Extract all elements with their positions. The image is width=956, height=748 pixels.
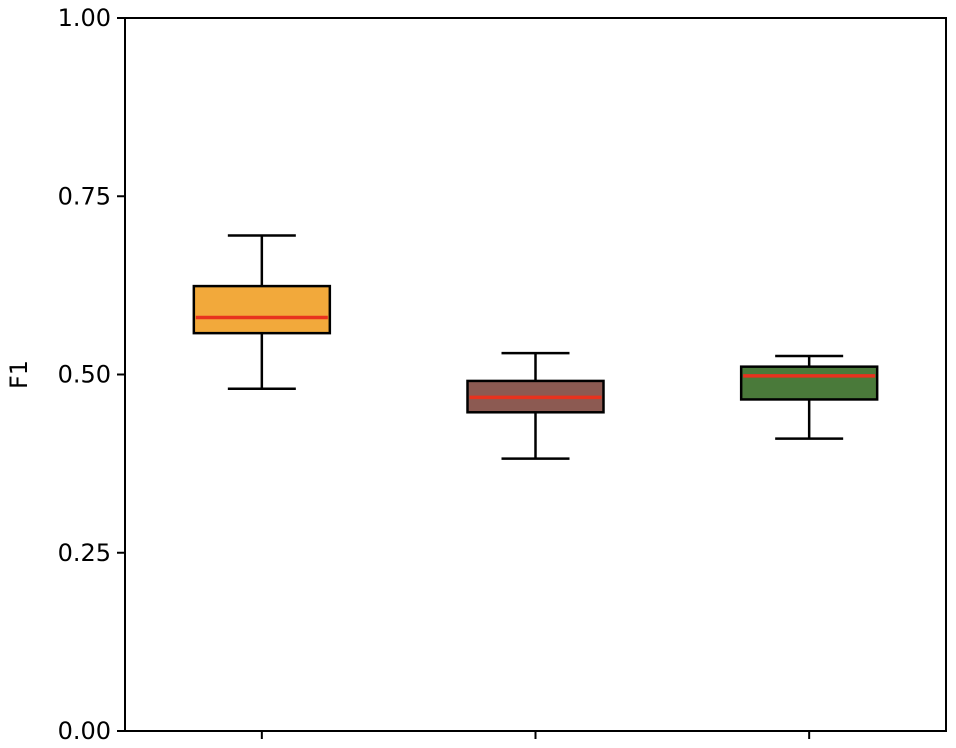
iqr-box: [739, 365, 879, 401]
y-tick-label: 0.00: [58, 717, 111, 745]
y-axis-label: F1: [5, 360, 33, 389]
y-tick-label: 0.75: [58, 182, 111, 210]
box-3: [739, 354, 879, 440]
box-1: [192, 234, 332, 391]
y-axis: 0.00 0.25 0.50 0.75 1.00: [58, 4, 125, 745]
y-tick-label: 0.25: [58, 539, 111, 567]
y-tick-label: 1.00: [58, 4, 111, 32]
x-axis: [260, 731, 811, 739]
y-tick-label: 0.50: [58, 361, 111, 389]
plot-marks: [192, 234, 879, 460]
box-2: [466, 351, 605, 460]
iqr-box: [192, 284, 332, 335]
